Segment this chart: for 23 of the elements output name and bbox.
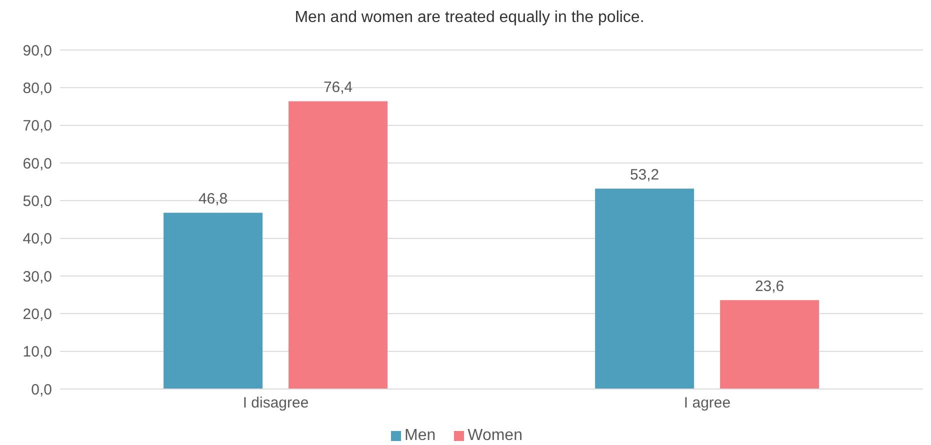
- x-tick-label: I agree: [684, 394, 731, 412]
- chart-title: Men and women are treated equally in the police.: [294, 8, 646, 28]
- y-tick-label: 40,0: [22, 230, 52, 248]
- bar: [595, 188, 694, 389]
- data-label: 23,6: [754, 278, 784, 296]
- legend-label: Men: [404, 427, 436, 444]
- y-tick-label: 70,0: [22, 118, 52, 135]
- data-label: 46,8: [198, 190, 228, 208]
- y-tick-label: 30,0: [22, 268, 52, 286]
- data-label: 53,2: [630, 166, 660, 184]
- bar: [164, 212, 263, 389]
- y-tick-label: 80,0: [22, 80, 52, 97]
- y-tick-label: 10,0: [22, 344, 52, 361]
- bar: [720, 300, 820, 389]
- y-tick-label: 90,0: [22, 42, 52, 60]
- data-label: 76,4: [323, 79, 353, 96]
- y-tick-label: 60,0: [22, 155, 52, 172]
- bar: [288, 101, 388, 389]
- y-tick-label: 20,0: [22, 306, 52, 323]
- legend-label: Women: [468, 427, 522, 444]
- x-tick-label: I disagree: [242, 394, 309, 412]
- y-tick-label: 0,0: [31, 381, 52, 398]
- y-tick-label: 50,0: [22, 192, 52, 210]
